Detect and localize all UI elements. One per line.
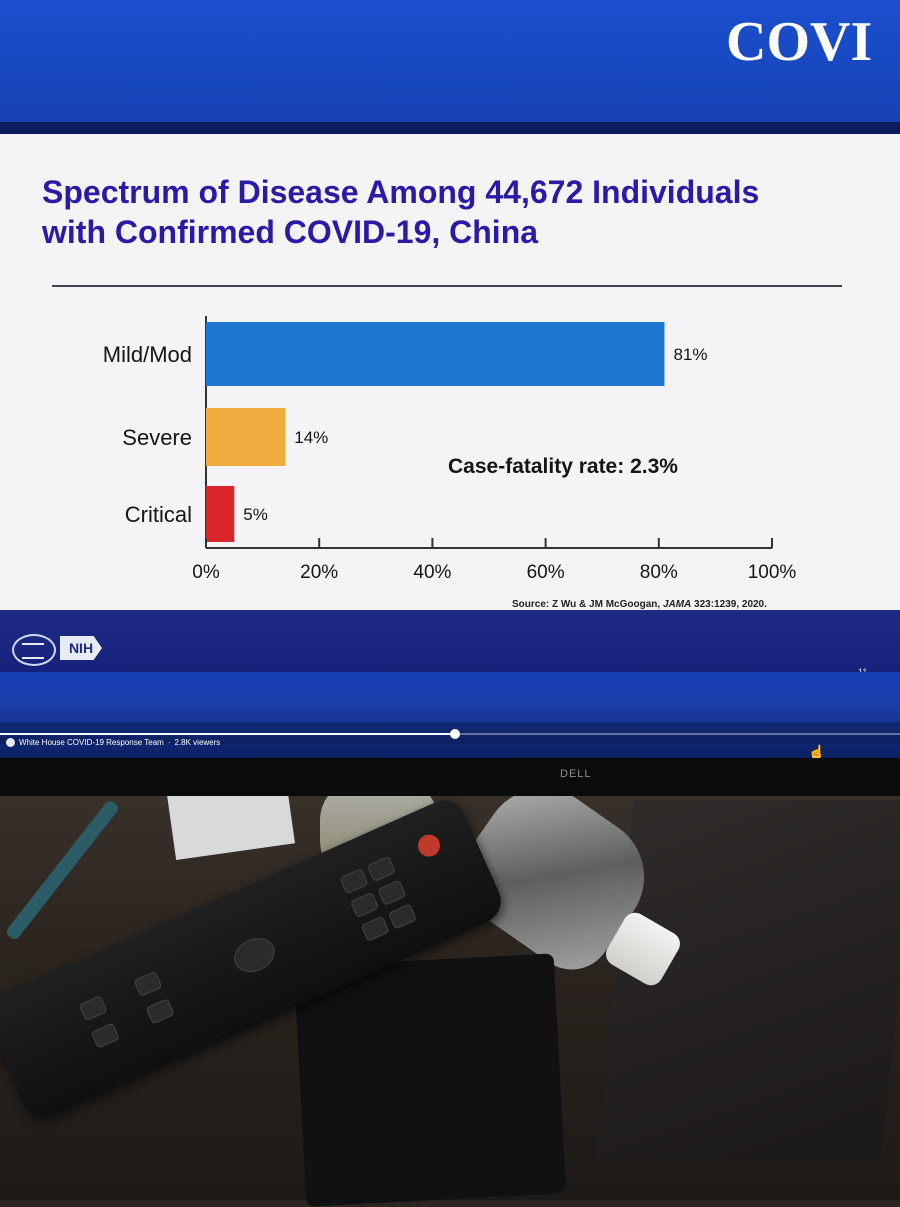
remote-key bbox=[78, 995, 108, 1022]
value-label: 81% bbox=[673, 345, 707, 364]
remote-key bbox=[360, 915, 390, 942]
screen: COVI Spectrum of Disease Among 44,672 In… bbox=[0, 0, 900, 758]
header-divider bbox=[0, 122, 900, 134]
bar-mild-mod bbox=[206, 322, 665, 386]
category-label: Critical bbox=[125, 502, 192, 527]
x-tick-label: 20% bbox=[300, 562, 338, 583]
bar-chart: Mild/Mod 81% Severe 14% Critical 5% 0% 20% 40% 60… bbox=[103, 316, 797, 583]
remote-key bbox=[349, 891, 380, 919]
remote-key bbox=[90, 1022, 120, 1049]
remote-key bbox=[366, 855, 397, 883]
category-label: Mild/Mod bbox=[103, 342, 192, 367]
seek-progress bbox=[0, 733, 455, 735]
remote-key bbox=[339, 868, 369, 895]
stream-info: White House COVID-19 Response Team · 2.8… bbox=[6, 738, 220, 747]
source-suffix: 323:1239, 2020. bbox=[691, 599, 767, 610]
separator: · bbox=[167, 738, 171, 747]
bar-severe bbox=[206, 408, 286, 466]
slide-title: Spectrum of Disease Among 44,672 Individ… bbox=[42, 174, 760, 250]
presentation-slide: Spectrum of Disease Among 44,672 Individ… bbox=[0, 134, 900, 610]
stream-background bbox=[0, 672, 900, 758]
power-icon bbox=[414, 831, 444, 861]
slide-footer: NIH 11 bbox=[0, 610, 900, 677]
case-fatality-annotation: Case-fatality rate: 2.3% bbox=[448, 455, 678, 478]
x-tick-label: 60% bbox=[527, 562, 565, 583]
mouse-cursor-icon: ☝ bbox=[808, 744, 826, 758]
remote-key bbox=[377, 879, 407, 906]
title-rule bbox=[52, 285, 842, 287]
remote-key bbox=[145, 998, 175, 1025]
source-citation: Source: Z Wu & JM McGoogan, JAMA 323:123… bbox=[512, 599, 767, 610]
black-tray bbox=[293, 953, 567, 1207]
source-journal: JAMA bbox=[662, 599, 692, 610]
bar-critical bbox=[206, 486, 235, 542]
nih-logo: NIH bbox=[60, 636, 102, 660]
value-label: 14% bbox=[294, 428, 328, 447]
channel-avatar-icon bbox=[6, 738, 15, 747]
seek-thumb[interactable] bbox=[449, 729, 460, 739]
value-label: 5% bbox=[243, 505, 268, 524]
remote-key bbox=[133, 970, 163, 997]
x-tick-label: 100% bbox=[748, 562, 797, 583]
remote-key bbox=[387, 903, 418, 930]
white-house-logo-icon bbox=[12, 634, 56, 666]
x-tick-label: 80% bbox=[640, 562, 678, 583]
x-tick-label: 40% bbox=[413, 562, 451, 583]
x-tick-label: 0% bbox=[192, 562, 220, 583]
banner-title: COVI bbox=[726, 11, 873, 73]
channel-name[interactable]: White House COVID-19 Response Team bbox=[19, 738, 164, 747]
category-label: Severe bbox=[122, 425, 192, 450]
source-prefix: Source: Z Wu & JM McGoogan, bbox=[512, 599, 663, 610]
stream-header-band: COVI bbox=[0, 0, 900, 122]
monitor-brand: DELL bbox=[560, 768, 592, 780]
viewer-count: 2.8K viewers bbox=[174, 738, 221, 747]
remote-dpad bbox=[228, 931, 281, 979]
monitor: COVI Spectrum of Disease Among 44,672 In… bbox=[0, 0, 900, 796]
